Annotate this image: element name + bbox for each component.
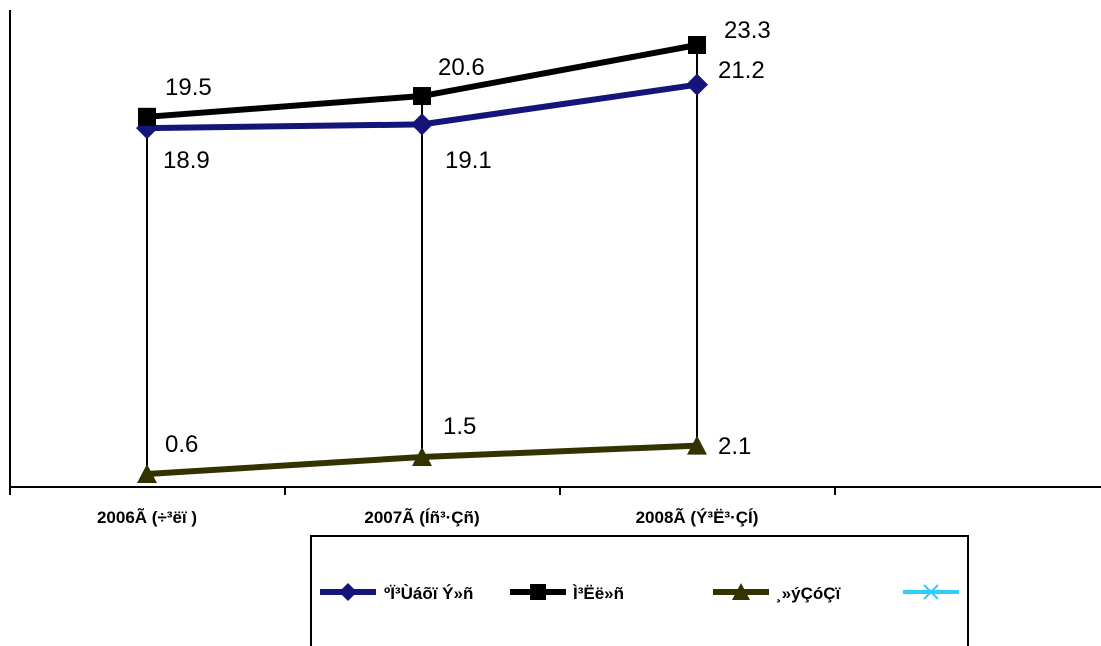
data-label: 19.1 xyxy=(445,147,492,174)
data-label: 23.3 xyxy=(724,17,771,44)
data-label: 18.9 xyxy=(163,147,210,174)
data-label: 1.5 xyxy=(443,413,476,440)
x-tick-label: 2008Ã (Ý³Ë³·ÇÍ) xyxy=(636,507,759,527)
x-tick-label: 2007Ã (Íñ³·Çñ) xyxy=(364,507,479,527)
drop-lines xyxy=(146,45,698,474)
data-label: 21.2 xyxy=(718,57,765,84)
data-label: 19.5 xyxy=(165,74,212,101)
legend-box xyxy=(310,535,969,646)
data-point-square xyxy=(530,584,546,600)
legend-item: ºÏ³Ùáõï Ý»ñ xyxy=(320,583,473,603)
legend-label: ¸»ýÇóÇï xyxy=(776,584,842,603)
x-tick-labels: 2006Ã (÷³ëï ) 2007Ã (Íñ³·Çñ) 2008Ã (Ý³Ë³·Ç… xyxy=(97,507,758,527)
data-point-triangle xyxy=(687,435,707,455)
data-point-square xyxy=(688,36,706,54)
data-label: 20.6 xyxy=(438,54,485,81)
data-point-triangle xyxy=(732,583,750,600)
data-point-triangle xyxy=(412,446,432,466)
series-group xyxy=(136,36,708,483)
axes xyxy=(9,10,1101,495)
data-point-triangle xyxy=(137,464,157,483)
data-point-diamond xyxy=(411,113,433,136)
x-tick-label: 2006Ã (÷³ëï ) xyxy=(97,507,197,527)
data-label: 0.6 xyxy=(165,431,198,458)
data-point-square xyxy=(413,87,431,106)
legend-item: Ì³Ëë»ñ xyxy=(510,584,624,603)
data-point-diamond xyxy=(136,117,158,140)
legend-label: Ì³Ëë»ñ xyxy=(572,584,624,603)
data-label: 2.1 xyxy=(718,433,751,460)
data-labels: 18.9 19.1 21.2 19.5 20.6 23.3 0.6 1.5 2.1 xyxy=(163,17,771,460)
data-point-x xyxy=(923,584,939,600)
legend-label: ºÏ³Ùáõï Ý»ñ xyxy=(384,584,473,603)
legend-item: ¸»ýÇóÇï xyxy=(713,583,842,603)
legend: ºÏ³Ùáõï Ý»ñ Ì³Ëë»ñ ¸»ýÇóÇï xyxy=(310,535,969,646)
data-point-diamond xyxy=(339,583,357,601)
legend-item xyxy=(903,584,959,600)
data-point-square xyxy=(138,107,156,126)
data-point-diamond xyxy=(686,73,708,96)
